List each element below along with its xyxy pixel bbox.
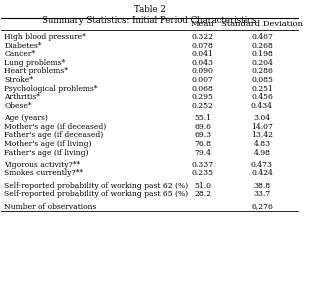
Text: 14.07: 14.07 [251, 123, 273, 131]
Text: 4.98: 4.98 [253, 148, 271, 156]
Text: 0.251: 0.251 [251, 85, 273, 93]
Text: 76.8: 76.8 [194, 140, 211, 148]
Text: 0.337: 0.337 [192, 161, 214, 169]
Text: Mean: Mean [191, 21, 215, 29]
Text: 0.424: 0.424 [251, 169, 273, 177]
Text: Arthritis*: Arthritis* [4, 93, 40, 101]
Text: Number of observations: Number of observations [4, 202, 97, 210]
Text: 38.8: 38.8 [253, 182, 271, 190]
Text: 79.4: 79.4 [194, 148, 211, 156]
Text: 0.198: 0.198 [251, 50, 273, 58]
Text: Self-reported probability of working past 62 (%): Self-reported probability of working pas… [4, 182, 188, 190]
Text: Self-reported probability of working past 65 (%): Self-reported probability of working pas… [4, 190, 188, 198]
Text: Diabetes*: Diabetes* [4, 42, 42, 50]
Text: Obese*: Obese* [4, 102, 32, 110]
Text: 0.085: 0.085 [251, 76, 273, 84]
Text: 0.043: 0.043 [192, 59, 214, 67]
Text: 0.295: 0.295 [192, 93, 214, 101]
Text: Standard Deviation: Standard Deviation [221, 21, 303, 29]
Text: Age (years): Age (years) [4, 114, 48, 122]
Text: 0.068: 0.068 [192, 85, 214, 93]
Text: 13.42: 13.42 [251, 131, 273, 139]
Text: Father's age (if living): Father's age (if living) [4, 148, 89, 156]
Text: Father's age (if deceased): Father's age (if deceased) [4, 131, 104, 139]
Text: 69.6: 69.6 [194, 123, 211, 131]
Text: Lung problems*: Lung problems* [4, 59, 66, 67]
Text: 0.007: 0.007 [192, 76, 214, 84]
Text: 55.1: 55.1 [194, 114, 211, 122]
Text: 6,276: 6,276 [251, 202, 273, 210]
Text: Psychological problems*: Psychological problems* [4, 85, 98, 93]
Text: 0.456: 0.456 [251, 93, 273, 101]
Text: Vigorous activity?**: Vigorous activity?** [4, 161, 81, 169]
Text: Mother's age (if deceased): Mother's age (if deceased) [4, 123, 107, 131]
Text: Mother's age (if living): Mother's age (if living) [4, 140, 92, 148]
Text: 0.286: 0.286 [251, 67, 273, 76]
Text: 0.467: 0.467 [251, 33, 273, 41]
Text: Heart problems*: Heart problems* [4, 67, 68, 76]
Text: 4.83: 4.83 [253, 140, 271, 148]
Text: 3.04: 3.04 [253, 114, 271, 122]
Text: Cancer*: Cancer* [4, 50, 35, 58]
Text: 0.252: 0.252 [192, 102, 214, 110]
Text: 28.2: 28.2 [194, 190, 211, 198]
Text: 0.204: 0.204 [251, 59, 273, 67]
Text: 0.322: 0.322 [192, 33, 214, 41]
Text: 51.0: 51.0 [194, 182, 211, 190]
Text: 33.7: 33.7 [253, 190, 271, 198]
Text: Stroke*: Stroke* [4, 76, 34, 84]
Text: 0.473: 0.473 [251, 161, 273, 169]
Text: 0.268: 0.268 [251, 42, 273, 50]
Text: 0.078: 0.078 [192, 42, 214, 50]
Text: High blood pressure*: High blood pressure* [4, 33, 86, 41]
Text: 0.090: 0.090 [192, 67, 214, 76]
Text: 69.3: 69.3 [194, 131, 211, 139]
Text: Smokes currently?**: Smokes currently?** [4, 169, 83, 177]
Text: 0.235: 0.235 [192, 169, 214, 177]
Text: 0.041: 0.041 [192, 50, 214, 58]
Text: 0.434: 0.434 [251, 102, 273, 110]
Text: Table 2
Summary Statistics: Initial Period Characteristics: Table 2 Summary Statistics: Initial Peri… [42, 5, 257, 25]
